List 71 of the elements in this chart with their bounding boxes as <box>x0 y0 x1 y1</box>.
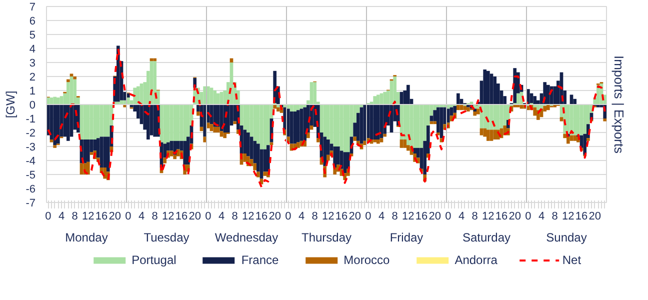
y-tick-label: 4 <box>29 44 36 56</box>
x-tick-label: 12 <box>82 210 94 222</box>
x-tick-label: 20 <box>428 210 441 222</box>
y-tick-label: 5 <box>29 30 36 42</box>
legend-label: France <box>241 253 279 267</box>
x-tick-label: 0 <box>205 210 212 222</box>
y-tick-label: -5 <box>26 170 36 182</box>
x-tick-label: 8 <box>72 210 78 222</box>
x-tick-label: 12 <box>562 210 574 222</box>
y2-axis-title: Imports | Exports <box>612 55 626 154</box>
legend-label: Net <box>562 253 582 267</box>
legend-label: Andorra <box>454 253 498 267</box>
x-tick-label: 4 <box>458 210 465 222</box>
y-tick-label: 3 <box>29 58 36 70</box>
x-tick-label: 4 <box>138 210 145 222</box>
y-tick-label: 6 <box>29 16 36 28</box>
text: Sunday <box>546 230 587 244</box>
x-tick-label: 20 <box>508 210 521 222</box>
y-axis-title: [GW] <box>4 90 18 118</box>
y-tick-label: -4 <box>26 156 36 168</box>
x-tick-label: 8 <box>552 210 558 222</box>
x-tick-label: 12 <box>482 210 494 222</box>
y-tick-label: 2 <box>29 72 36 84</box>
text: Friday <box>390 230 424 244</box>
y-tick-label: -6 <box>26 184 36 196</box>
x-tick-label: 16 <box>495 210 508 222</box>
x-tick-label: 8 <box>312 210 318 222</box>
x-tick-label: 0 <box>125 210 132 222</box>
x-tick-label: 16 <box>335 210 348 222</box>
x-tick-label: 8 <box>472 210 478 222</box>
x-tick-label: 0 <box>365 210 372 222</box>
x-tick-label: 8 <box>232 210 238 222</box>
text: Thursday <box>301 230 352 244</box>
text: Wednesday <box>214 230 278 244</box>
y-tick-label: -2 <box>26 128 36 140</box>
x-tick-label: 16 <box>95 210 108 222</box>
y-tick-label: 0 <box>29 100 36 112</box>
y-tick-label: -3 <box>26 142 36 154</box>
x-tick-label: 16 <box>575 210 588 222</box>
text: Monday <box>65 230 108 244</box>
x-tick-label: 0 <box>445 210 452 222</box>
x-tick-label: 8 <box>152 210 158 222</box>
text: Tuesday <box>144 230 190 244</box>
x-tick-label: 0 <box>525 210 532 222</box>
y-tick-label: -7 <box>26 198 36 210</box>
x-tick-label: 4 <box>378 210 385 222</box>
x-tick-label: 16 <box>255 210 268 222</box>
legend-label: Portugal <box>132 253 176 267</box>
x-tick-label: 12 <box>242 210 254 222</box>
x-tick-label: 0 <box>285 210 292 222</box>
x-tick-label: 20 <box>188 210 201 222</box>
legend-label: Morocco <box>344 253 390 267</box>
x-tick-label: 16 <box>415 210 428 222</box>
x-tick-label: 20 <box>348 210 361 222</box>
y-tick-label: 7 <box>29 2 36 14</box>
y-tick-label: 1 <box>29 86 36 98</box>
x-tick-label: 20 <box>108 210 121 222</box>
x-tick-label: 20 <box>268 210 281 222</box>
x-tick-label: 8 <box>392 210 398 222</box>
x-tick-label: 4 <box>218 210 225 222</box>
x-tick-label: 4 <box>538 210 545 222</box>
x-tick-label: 20 <box>588 210 601 222</box>
text: Saturday <box>462 230 511 244</box>
x-tick-label: 12 <box>162 210 174 222</box>
y-tick-label: -1 <box>26 114 36 126</box>
x-tick-label: 16 <box>175 210 188 222</box>
x-tick-label: 4 <box>298 210 305 222</box>
x-tick-label: 0 <box>45 210 52 222</box>
x-tick-label: 12 <box>322 210 334 222</box>
x-tick-label: 12 <box>402 210 414 222</box>
x-tick-label: 4 <box>58 210 65 222</box>
